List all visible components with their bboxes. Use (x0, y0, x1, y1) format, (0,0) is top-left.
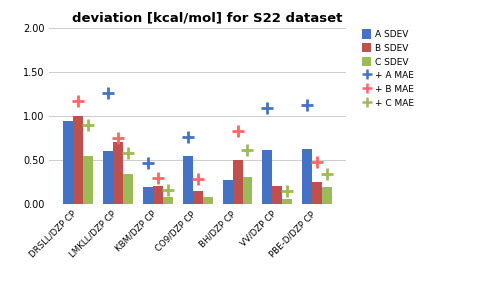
Bar (163, 197, 172, 204)
Text: deviation [kcal/mol] for S22 dataset: deviation [kcal/mol] for S22 dataset (72, 11, 343, 24)
Legend: A SDEV, B SDEV, C SDEV, + A MAE, + B MAE, + C MAE: A SDEV, B SDEV, C SDEV, + A MAE, + B MAE… (362, 29, 414, 108)
Bar (113, 142, 123, 204)
Bar (83, 156, 93, 204)
Bar (103, 151, 113, 204)
Bar (123, 174, 133, 204)
Bar (73, 116, 83, 204)
Bar (183, 156, 193, 204)
Bar (273, 186, 283, 204)
Bar (233, 160, 243, 204)
Bar (193, 191, 203, 204)
Bar (223, 180, 233, 204)
Bar (283, 199, 292, 204)
Bar (323, 187, 332, 204)
Bar (63, 121, 73, 204)
Bar (312, 181, 323, 204)
Bar (302, 149, 312, 204)
Bar (243, 177, 252, 204)
Bar (262, 150, 273, 204)
Bar (143, 187, 153, 204)
Bar (153, 186, 163, 204)
Bar (203, 197, 212, 204)
